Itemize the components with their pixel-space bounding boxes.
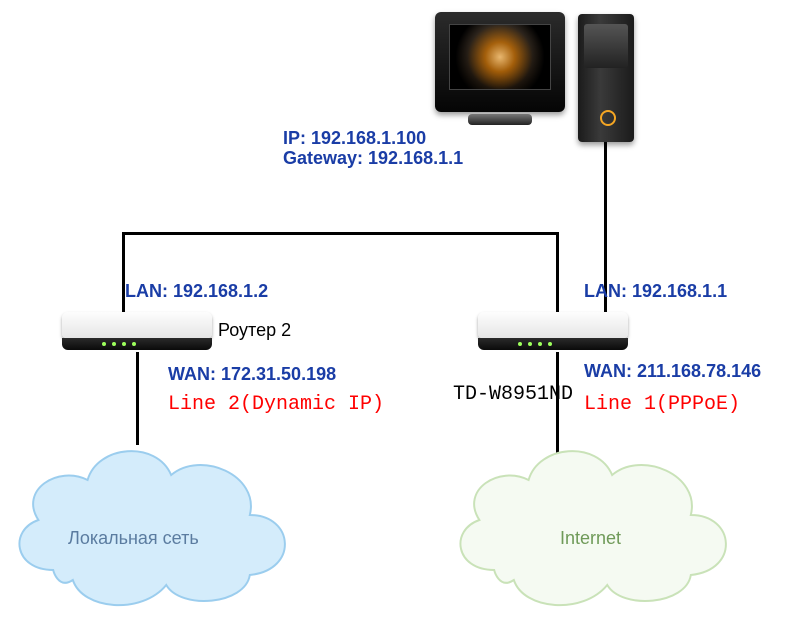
router1-wan-label: WAN: 211.168.78.146 bbox=[584, 361, 761, 382]
pc-gateway-label: Gateway: 192.168.1.1 bbox=[283, 148, 463, 169]
wire-r1-r2-h bbox=[122, 232, 559, 235]
pc-monitor-stand-icon bbox=[468, 114, 532, 125]
wire-r1-up bbox=[556, 232, 559, 312]
router2-name-label: Роутер 2 bbox=[218, 320, 291, 341]
pc-ip-label: IP: 192.168.1.100 bbox=[283, 128, 426, 149]
router2-wan-label: WAN: 172.31.50.198 bbox=[168, 364, 336, 385]
router1-icon bbox=[478, 312, 628, 352]
internet-cloud-label: Internet bbox=[560, 528, 621, 549]
pc-tower-icon bbox=[578, 14, 634, 142]
router2-icon bbox=[62, 312, 212, 352]
diagram-stage: IP: 192.168.1.100 Gateway: 192.168.1.1 L… bbox=[0, 0, 807, 625]
router2-lan-label: LAN: 192.168.1.2 bbox=[125, 281, 268, 302]
local-cloud-icon bbox=[4, 420, 299, 610]
internet-cloud-icon bbox=[445, 420, 740, 610]
router1-lan-label: LAN: 192.168.1.1 bbox=[584, 281, 727, 302]
local-cloud-label: Локальная сеть bbox=[68, 528, 199, 549]
router2-line-label: Line 2(Dynamic IP) bbox=[168, 393, 384, 416]
pc-monitor-icon bbox=[435, 12, 565, 112]
router1-line-label: Line 1(PPPoE) bbox=[584, 393, 740, 416]
